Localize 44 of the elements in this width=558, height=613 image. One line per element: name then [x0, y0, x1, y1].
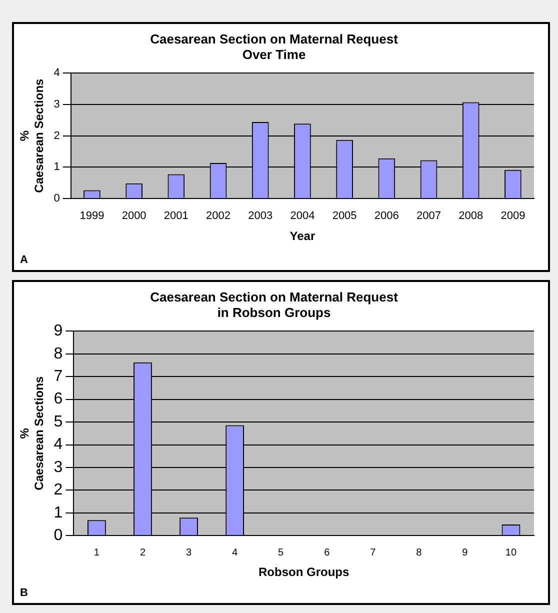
y-tick-label: 5	[54, 413, 63, 430]
x-tick-label: 5	[278, 547, 284, 558]
chart-title: Caesarean Section on Maternal Request Over Time	[150, 31, 399, 62]
x-tick-label: 2006	[374, 210, 399, 222]
y-tick-label: 7	[54, 368, 63, 386]
y-tick-label: 3	[54, 98, 60, 111]
x-tick-label: 10	[505, 547, 517, 558]
y-tick-label: 3	[54, 458, 63, 476]
y-tick-label: 9	[54, 322, 63, 340]
y-tick-label: 4	[54, 67, 60, 80]
x-tick-label: 2008	[458, 210, 484, 222]
y-tick-label: 8	[54, 345, 63, 362]
x-tick-label: 6	[324, 547, 330, 558]
y-tick-label: 0	[54, 527, 63, 544]
x-axis-title: Year	[290, 229, 316, 244]
x-tick-label: 2002	[206, 210, 231, 222]
x-tick-label: 2003	[248, 210, 273, 222]
y-tick-label: 1	[54, 504, 63, 522]
x-tick-label: 2004	[290, 210, 315, 222]
x-tick-label: 1999	[80, 210, 104, 222]
y-tick-label: 4	[54, 436, 63, 454]
y-tick-label: 2	[54, 130, 60, 142]
x-tick-label: 8	[416, 547, 422, 558]
y-axis-title: % Caesarean Sections	[18, 376, 46, 490]
x-axis-title: Robson Groups	[258, 565, 350, 580]
chart-title: Caesarean Section on Maternal Request in Robson Groups	[150, 289, 399, 320]
x-tick-label: 2	[140, 547, 146, 558]
x-tick-label: 3	[186, 547, 192, 558]
y-axis-title: % Caesarean Sections	[18, 78, 46, 193]
x-tick-label: 9	[462, 547, 468, 558]
y-tick-label: 6	[54, 390, 63, 408]
y-tick-label: 1	[54, 161, 60, 174]
x-tick-label: 2001	[164, 210, 188, 222]
x-tick-label: 2000	[122, 210, 146, 222]
y-tick-label: 0	[54, 192, 60, 204]
x-tick-label: 4	[232, 547, 238, 558]
x-tick-label: 2007	[416, 210, 441, 222]
y-tick-label: 2	[54, 482, 63, 499]
x-tick-label: 1	[94, 547, 100, 558]
x-tick-label: 7	[370, 547, 376, 558]
text: B	[20, 587, 28, 599]
text: A	[20, 254, 28, 266]
x-tick-label: 2005	[332, 210, 357, 222]
x-tick-label: 2009	[500, 210, 526, 222]
